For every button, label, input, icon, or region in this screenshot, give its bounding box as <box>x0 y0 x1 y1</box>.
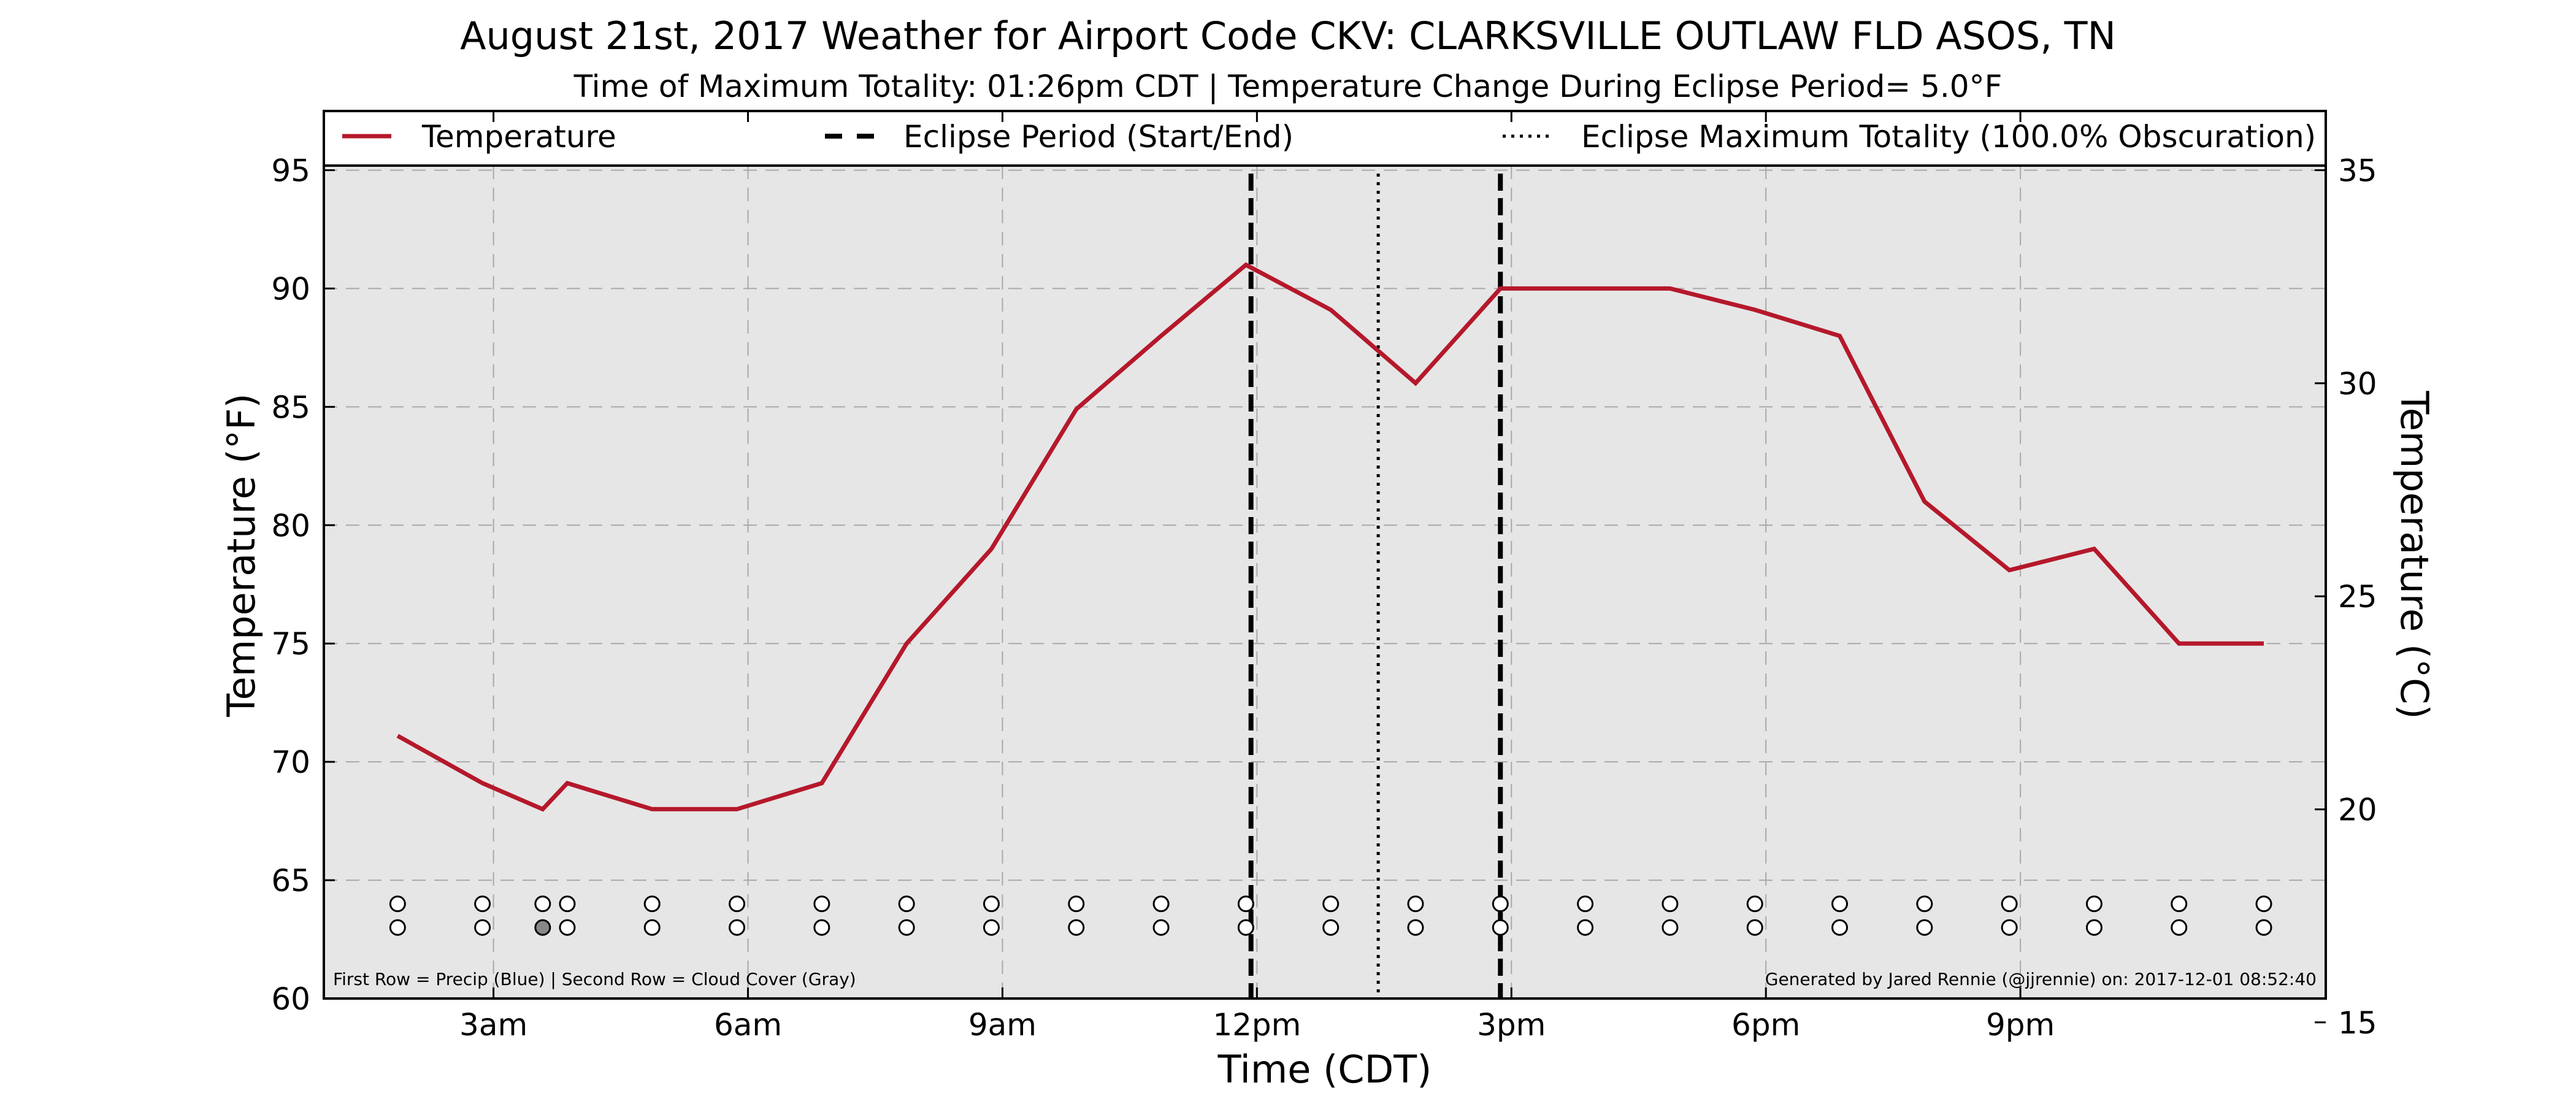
cloud-cover-marker <box>1831 919 1849 936</box>
y-tick-label: 90 <box>271 271 310 307</box>
precip-marker <box>1237 895 1254 913</box>
cloud-cover-marker <box>1916 919 1933 936</box>
y-tick-label: 60 <box>271 981 310 1017</box>
precip-marker <box>1068 895 1085 913</box>
precip-marker <box>2085 895 2103 913</box>
x-tick-label: 6am <box>714 1007 782 1043</box>
legend-box <box>323 110 2327 167</box>
x-tick-label: 9am <box>968 1007 1037 1043</box>
axis-ticks: 3am 6am 9am 12pm 3pm 6pm 9pm 60 65 70 75 80 85 90 95 15… <box>271 111 2377 1043</box>
precip-marker <box>2171 895 2188 913</box>
chart-title: August 21st, 2017 Weather for Airport Co… <box>460 13 2116 58</box>
legend-label-temperature: Temperature <box>421 119 616 155</box>
precip-marker <box>2255 895 2272 913</box>
cloud-cover-marker <box>2001 919 2018 936</box>
plot-frame <box>323 110 2327 1000</box>
x-tick-label: 6pm <box>1731 1007 1800 1043</box>
precip-marker <box>1152 895 1170 913</box>
precip-marker <box>1407 895 1424 913</box>
precip-marker <box>1746 895 1763 913</box>
cloud-cover-marker <box>2255 919 2272 936</box>
cloud-cover-marker <box>389 919 406 936</box>
precip-marker <box>1916 895 1933 913</box>
plot-area <box>324 166 2326 999</box>
precip-marker <box>534 895 551 913</box>
cloud-cover-marker <box>729 919 746 936</box>
cloud-cover-marker <box>1322 919 1340 936</box>
cloud-cover-marker <box>559 919 576 936</box>
chart-subtitle: Time of Maximum Totality: 01:26pm CDT | … <box>573 69 2003 104</box>
y-axis-label-left: Temperature (°F) <box>219 393 264 717</box>
y-tick-label-right: 15 <box>2338 1005 2377 1041</box>
y-tick-label: 75 <box>271 626 310 662</box>
precip-marker <box>1662 895 1679 913</box>
precip-marker <box>729 895 746 913</box>
cloud-cover-marker <box>534 919 551 936</box>
x-tick-label: 3am <box>459 1007 527 1043</box>
precip-marker <box>1322 895 1340 913</box>
y-tick-label: 70 <box>271 745 310 780</box>
precip-marker <box>898 895 915 913</box>
legend-label-eclipse-max: Eclipse Maximum Totality (100.0% Obscura… <box>1581 119 2316 155</box>
precip-marker <box>1831 895 1849 913</box>
cloud-cover-marker <box>1492 919 1509 936</box>
cloud-cover-marker <box>1746 919 1763 936</box>
cloud-cover-marker <box>2171 919 2188 936</box>
cloud-cover-marker <box>1152 919 1170 936</box>
temperature-series <box>396 262 2264 812</box>
precip-marker <box>474 895 491 913</box>
y-tick-label: 65 <box>271 863 310 899</box>
precip-cloud-rows <box>389 895 2272 936</box>
y-tick-label-right: 30 <box>2338 366 2377 402</box>
precip-marker <box>643 895 661 913</box>
precip-marker <box>559 895 576 913</box>
y-axis-label-right: Temperature (°C) <box>2392 390 2437 719</box>
y-tick-label-right: 25 <box>2338 579 2377 615</box>
cloud-cover-marker <box>474 919 491 936</box>
precip-marker <box>983 895 1000 913</box>
precip-marker <box>813 895 830 913</box>
cloud-cover-marker <box>2085 919 2103 936</box>
y-tick-label: 85 <box>271 389 310 425</box>
cloud-cover-marker <box>1407 919 1424 936</box>
y-tick-label-right: 35 <box>2338 153 2377 189</box>
cloud-cover-marker <box>1662 919 1679 936</box>
x-tick-label: 9pm <box>1986 1007 2055 1043</box>
grid-lines <box>324 166 2326 999</box>
eclipse-markers <box>1248 174 1503 999</box>
cloud-cover-marker <box>643 919 661 936</box>
precip-marker <box>389 895 406 913</box>
cloud-cover-marker <box>813 919 830 936</box>
x-tick-label: 12pm <box>1213 1007 1301 1043</box>
footer-right-note: Generated by Jared Rennie (@jjrennie) on… <box>1765 969 2317 989</box>
precip-marker <box>1577 895 1594 913</box>
x-axis-label: Time (CDT) <box>1217 1047 1432 1092</box>
cloud-cover-marker <box>983 919 1000 936</box>
y-tick-label-right: 20 <box>2338 792 2377 828</box>
x-tick-label: 3pm <box>1477 1007 1546 1043</box>
legend-label-eclipse-period: Eclipse Period (Start/End) <box>903 119 1294 155</box>
y-tick-label: 95 <box>271 153 310 188</box>
temperature-line <box>396 262 2264 812</box>
y-tick-label: 80 <box>271 508 310 543</box>
precip-marker <box>2001 895 2018 913</box>
cloud-cover-marker <box>1237 919 1254 936</box>
cloud-cover-marker <box>898 919 915 936</box>
precip-marker <box>1492 895 1509 913</box>
cloud-cover-marker <box>1577 919 1594 936</box>
cloud-cover-marker <box>1068 919 1085 936</box>
footer-left-note: First Row = Precip (Blue) | Second Row =… <box>333 969 856 989</box>
